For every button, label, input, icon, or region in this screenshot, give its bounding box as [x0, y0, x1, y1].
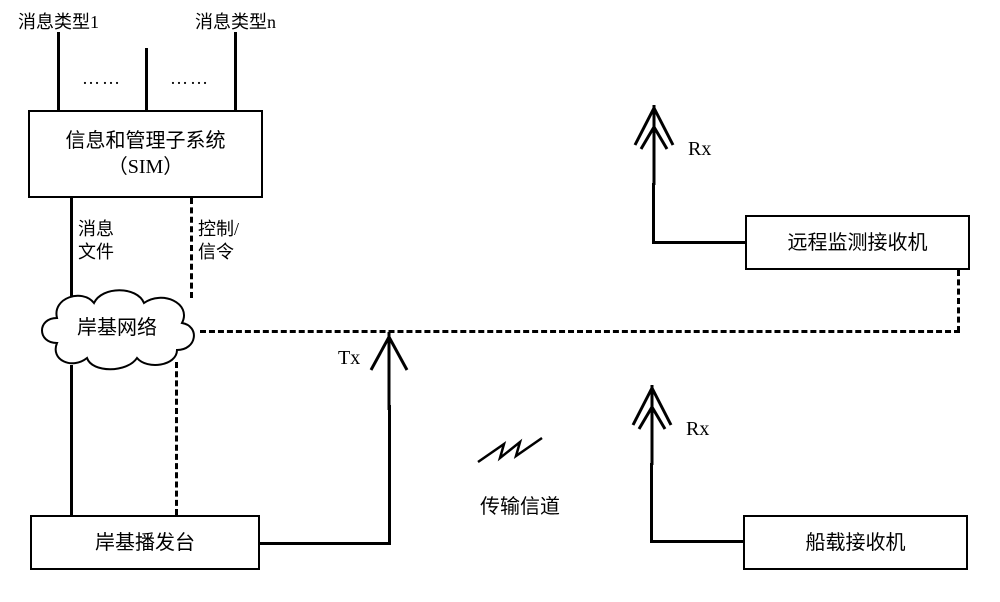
- rx-ship-right: [650, 540, 743, 543]
- cloud-label: 岸基网络: [32, 278, 202, 373]
- txstation-to-ant-v: [388, 405, 391, 545]
- rx-antenna-remote: [632, 105, 676, 185]
- dots-left: ……: [82, 68, 122, 89]
- msg-type-1-label: 消息类型1: [18, 8, 99, 34]
- tx-station-box: 岸基播发台: [30, 515, 260, 570]
- tx-label: Tx: [338, 347, 360, 370]
- channel-bolt-icon: [476, 432, 546, 472]
- msg1-line: [57, 32, 60, 110]
- msgn-line: [234, 32, 237, 110]
- ship-rx-label: 船载接收机: [806, 530, 906, 556]
- remote-rx-box: 远程监测接收机: [745, 215, 970, 270]
- sim-line2: （SIM）: [66, 154, 226, 180]
- cloud-to-remote-dash: [200, 330, 960, 333]
- rx-ship-down: [650, 463, 653, 541]
- dots-right: ……: [170, 68, 210, 89]
- tx-antenna: [369, 332, 409, 410]
- msgfile2: 文件: [78, 238, 114, 264]
- ship-rx-box: 船载接收机: [743, 515, 968, 570]
- shore-network-cloud: 岸基网络: [32, 278, 202, 373]
- sim-box: 信息和管理子系统 （SIM）: [28, 110, 263, 198]
- msgmid-line: [145, 48, 148, 110]
- rx-remote-right: [652, 241, 745, 244]
- rx-antenna-ship: [630, 385, 674, 465]
- tx-station-label: 岸基播发台: [95, 530, 195, 556]
- rx-label-remote: Rx: [688, 138, 711, 161]
- msg-type-n-label: 消息类型n: [195, 8, 276, 34]
- rx-remote-down: [652, 183, 655, 243]
- cloud-tx-dash: [175, 362, 178, 515]
- sim-line1: 信息和管理子系统: [66, 128, 226, 154]
- ctrl2: 信令: [198, 238, 234, 264]
- rx-label-ship: Rx: [686, 418, 709, 441]
- remote-rx-label: 远程监测接收机: [788, 230, 928, 256]
- cloud-tx-solid: [70, 365, 73, 515]
- txstation-to-ant-h: [260, 542, 390, 545]
- channel-label: 传输信道: [480, 490, 560, 519]
- remote-dash-up: [957, 270, 960, 332]
